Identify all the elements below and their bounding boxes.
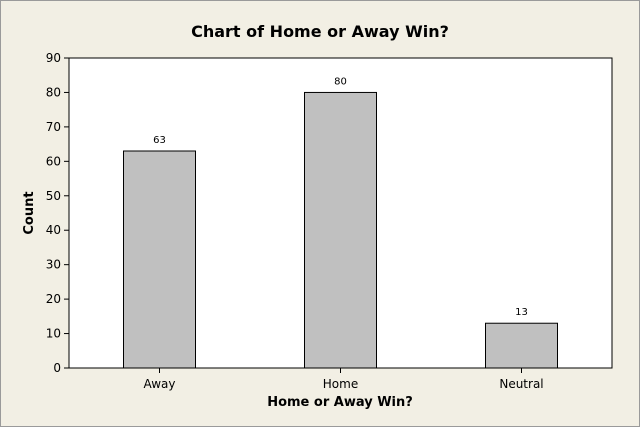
data-label-away: 63 xyxy=(153,135,166,146)
x-axis: Away Home Neutral xyxy=(144,368,544,391)
y-tick-label: 10 xyxy=(46,327,61,341)
y-tick-label: 40 xyxy=(46,223,61,237)
y-tick-label: 50 xyxy=(46,189,61,203)
y-axis: 0 10 20 30 40 50 60 70 80 90 xyxy=(46,51,69,375)
x-axis-title: Home or Away Win? xyxy=(267,395,413,410)
data-label-neutral: 13 xyxy=(515,307,528,318)
bar-neutral xyxy=(485,322,558,369)
y-tick-label: 30 xyxy=(46,258,61,272)
x-tick-label-home: Home xyxy=(323,377,358,391)
y-tick-label: 60 xyxy=(46,154,61,168)
y-tick-label: 80 xyxy=(46,85,61,99)
x-tick-label-away: Away xyxy=(144,377,176,391)
y-tick-label: 0 xyxy=(53,361,61,375)
bar-home xyxy=(304,91,377,369)
y-tick-label: 70 xyxy=(46,120,61,134)
data-label-home: 80 xyxy=(334,76,347,87)
bar-away xyxy=(123,150,196,369)
x-tick-label-neutral: Neutral xyxy=(499,377,543,391)
y-tick-label: 90 xyxy=(46,51,61,65)
y-axis-title: Count xyxy=(22,191,37,234)
chart-title: Chart of Home or Away Win? xyxy=(191,22,449,41)
y-tick-label: 20 xyxy=(46,292,61,306)
bars: 63 80 13 xyxy=(123,76,558,369)
